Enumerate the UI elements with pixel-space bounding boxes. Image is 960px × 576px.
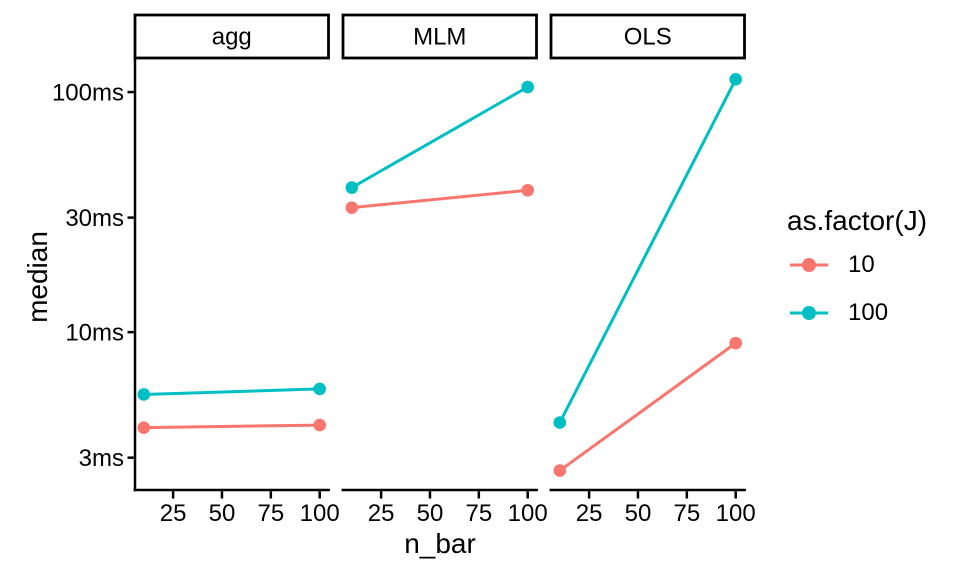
data-point bbox=[553, 464, 567, 477]
y-tick-label: 10ms bbox=[65, 320, 124, 347]
series-line-J10 bbox=[558, 341, 737, 472]
series-line-J10 bbox=[351, 188, 528, 210]
data-point bbox=[729, 336, 743, 350]
series-line-J100 bbox=[143, 387, 320, 396]
x-tick-label: 75 bbox=[257, 500, 284, 527]
x-tick-label: 100 bbox=[508, 500, 548, 527]
data-point bbox=[521, 80, 535, 94]
legend-key-icon bbox=[790, 306, 828, 320]
legend-item: 100 bbox=[787, 293, 927, 333]
data-point bbox=[521, 183, 535, 197]
x-tick-label: 75 bbox=[465, 500, 492, 527]
legend-label: 100 bbox=[848, 299, 889, 326]
x-tick-label: 100 bbox=[716, 500, 756, 527]
legend-item: 10 bbox=[787, 245, 927, 285]
data-point bbox=[137, 421, 151, 434]
data-point bbox=[345, 181, 359, 194]
series-line-J10 bbox=[143, 423, 320, 430]
x-axis-title: n_bar bbox=[404, 528, 476, 559]
facet-strip bbox=[549, 13, 746, 60]
x-tick-label: 25 bbox=[160, 500, 187, 527]
facet-strip bbox=[341, 13, 538, 60]
facet-strip-label: MLM bbox=[413, 24, 466, 51]
x-tick-label: 25 bbox=[576, 500, 603, 527]
series-line-J100 bbox=[558, 78, 738, 424]
x-tick-label: 100 bbox=[300, 500, 340, 527]
legend: as.factor(J) 10 100 bbox=[787, 205, 927, 333]
x-tick-label: 50 bbox=[417, 500, 444, 527]
y-axis-title: median bbox=[22, 231, 53, 323]
x-tick-label: 50 bbox=[209, 500, 236, 527]
legend-key-icon bbox=[790, 258, 828, 272]
data-point bbox=[137, 388, 151, 401]
y-tick-label: 3ms bbox=[79, 445, 124, 472]
data-point bbox=[345, 201, 359, 214]
y-tick-label: 30ms bbox=[65, 205, 124, 232]
data-point bbox=[313, 382, 327, 396]
facet-strip-label: OLS bbox=[624, 24, 672, 51]
series-line-J100 bbox=[351, 85, 529, 189]
facet-strip bbox=[133, 13, 330, 60]
x-tick-label: 50 bbox=[625, 500, 652, 527]
data-point bbox=[729, 73, 743, 86]
data-point bbox=[313, 418, 327, 432]
legend-title: as.factor(J) bbox=[787, 205, 928, 236]
facet-strip-label: agg bbox=[212, 24, 252, 51]
legend-label: 10 bbox=[848, 251, 875, 278]
data-point bbox=[553, 416, 567, 429]
x-tick-label: 25 bbox=[368, 500, 395, 527]
x-tick-label: 75 bbox=[673, 500, 700, 527]
y-tick-label: 100ms bbox=[52, 80, 124, 107]
